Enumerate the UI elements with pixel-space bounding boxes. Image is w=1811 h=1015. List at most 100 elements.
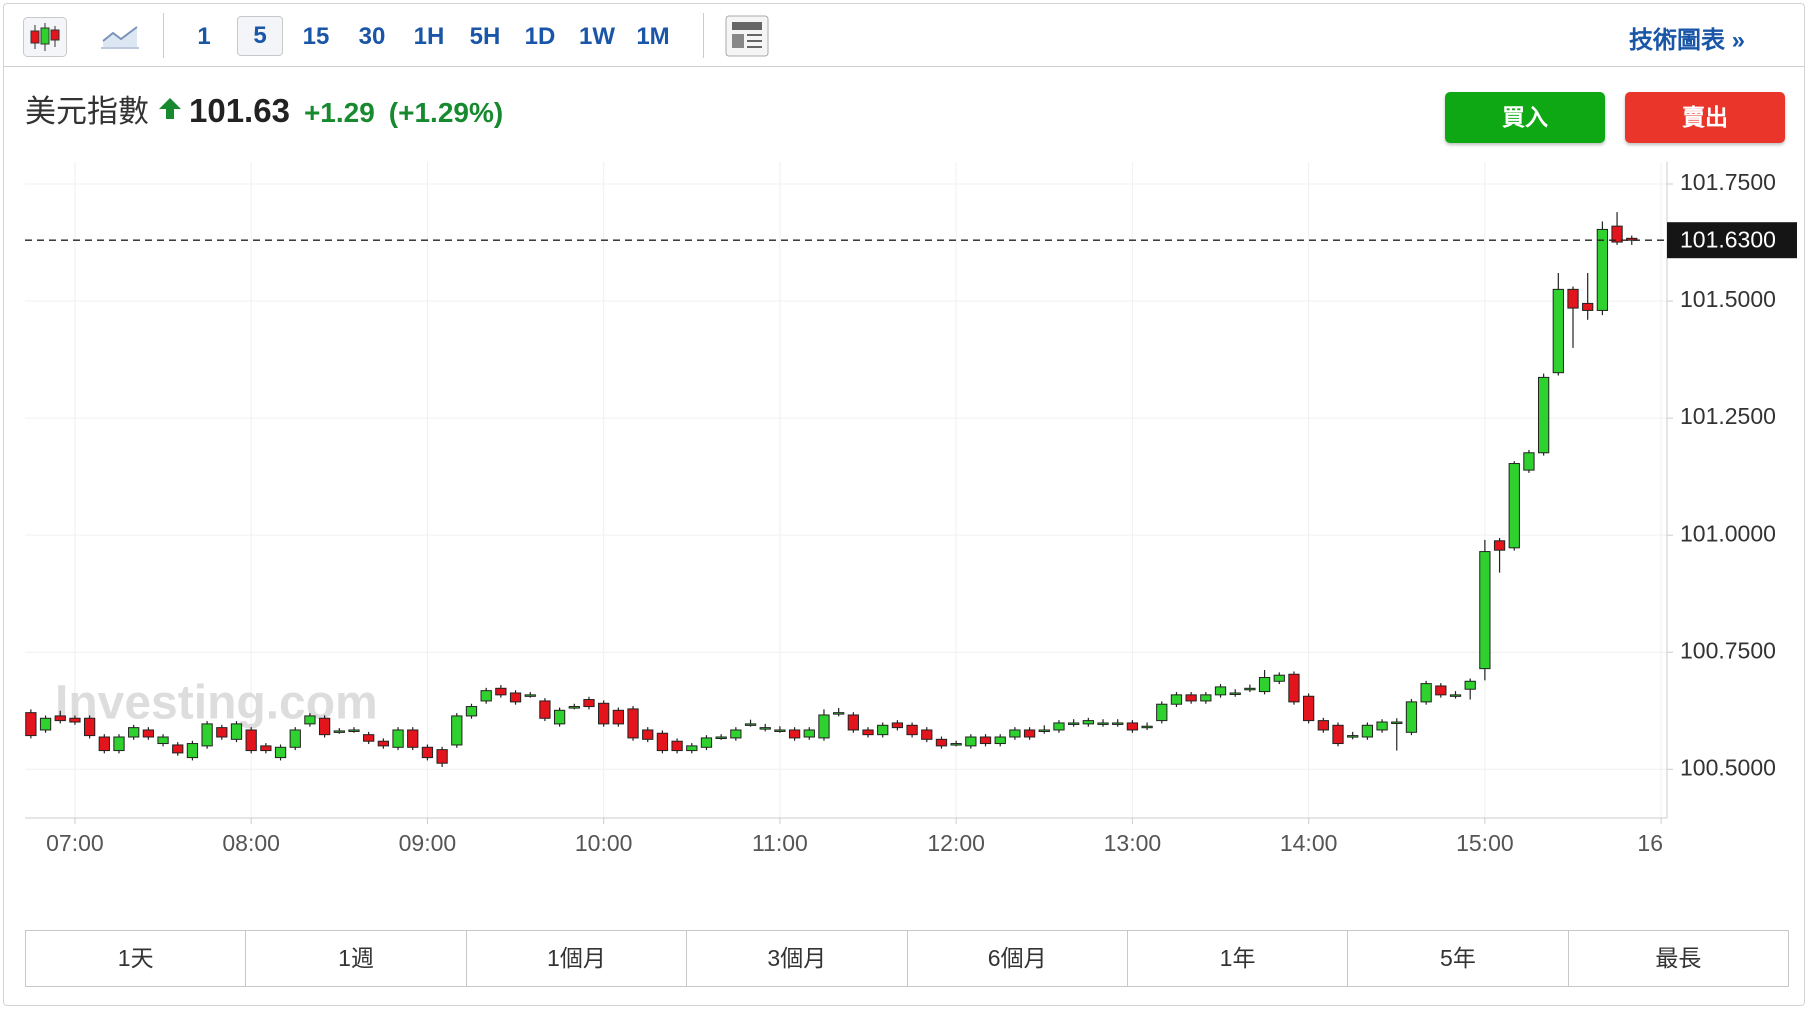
x-tick-label: 09:00 [399,830,457,856]
candle-body [1112,722,1124,725]
range-button[interactable]: 最長 [1567,931,1788,986]
candle-body [157,736,169,745]
interval-button[interactable]: 1M [636,23,670,50]
candle-body [553,709,566,725]
candle-body [730,729,742,739]
up-arrow [159,98,181,119]
candle-body [994,736,1006,745]
candle-body [774,729,786,732]
candle-body [1288,673,1300,703]
last-price: 101.63 [189,92,290,129]
range-button[interactable]: 6個月 [906,931,1127,986]
chart: 07:00 08:00 09:00 10:00 11:00 12:00 13:00 14:00… [25,162,1797,856]
range-button[interactable]: 5年 [1347,931,1567,986]
candle-body [318,717,331,736]
candle-body [304,715,316,725]
candle-body [1332,724,1344,745]
candle-body [1420,683,1432,703]
candle-body [627,708,639,739]
candle-body [686,745,698,752]
candle-body [833,712,845,715]
candle-body [1126,722,1139,731]
instrument-name: 美元指數 [25,94,149,129]
candle-body [803,729,815,738]
candle-body [818,714,830,739]
buy-button[interactable]: 買入 [1445,92,1605,143]
interval-button[interactable]: 5 [237,16,283,56]
candle-body [1405,701,1418,733]
change-percent: (+1.29%) [388,97,504,128]
candle-body [69,717,81,723]
news-icon[interactable] [725,15,769,57]
candle-body [1302,695,1315,722]
range-button[interactable]: 1週 [245,931,465,986]
interval-button[interactable]: 1D [524,23,556,50]
candle-body [451,715,463,746]
candle-body [1347,735,1359,738]
candle-body [568,706,580,709]
candle-body [935,738,948,747]
candle-body [392,729,404,748]
candle-body [98,736,110,752]
change: +1.29 [303,97,375,128]
candle-body [612,709,624,725]
candle-icon[interactable] [23,17,67,57]
range-button[interactable]: 3個月 [686,931,906,986]
candle-body [1229,692,1241,695]
sell-button[interactable]: 賣出 [1625,92,1785,143]
candle-body [1464,680,1476,690]
candle-body [260,745,272,752]
candle-body [1097,722,1109,725]
candle-body [1479,551,1491,670]
candle-body [700,737,713,748]
candle-body [436,749,448,764]
candle-body [1523,452,1535,471]
candle-body [715,736,727,739]
candle-body [583,699,595,708]
candle-body [847,714,859,731]
candle-body [950,743,962,746]
candle-body [788,729,801,739]
candle-body [1068,722,1080,725]
candle-body [1596,228,1609,311]
candle-body [1156,703,1168,722]
candle-body [1508,463,1520,549]
x-tick-label: 14:00 [1280,830,1338,856]
candle-body [230,723,243,740]
candle-body [113,736,125,752]
candle-body [377,740,390,747]
interval-button[interactable]: 1H [413,23,445,50]
candle-body [891,722,904,729]
candle-body [128,727,140,738]
last-price-label: 101.6300 [1680,226,1776,252]
candle-body [598,702,610,725]
candle-body [1009,729,1021,738]
candle-body [1200,694,1212,702]
candle-body [1053,722,1065,731]
technical-chart-link[interactable]: 技術圖表 » [1628,27,1745,54]
candle-body [759,727,771,730]
x-tick-label: 10:00 [575,830,633,856]
line-icon[interactable] [101,21,141,51]
candle-body [1273,674,1285,682]
interval-button[interactable]: 1W [579,23,615,50]
candle-body [274,746,287,759]
interval-button[interactable]: 15 [302,23,330,50]
candle-body [1582,302,1594,311]
interval-button[interactable]: 30 [358,23,386,50]
candle-body [1141,725,1153,729]
candle-body [465,706,478,717]
candle-body [83,717,96,737]
candle-body [39,717,52,731]
interval-button[interactable]: 1 [197,23,211,50]
candle-body [979,736,992,745]
x-tick-label: 08:00 [222,830,280,856]
range-button[interactable]: 1年 [1126,931,1347,986]
candle-body [1170,694,1183,705]
range-button[interactable]: 1天 [117,945,154,971]
candle-body [186,743,199,759]
range-button[interactable]: 1個月 [465,931,686,986]
interval-button[interactable]: 5H [469,23,501,50]
candle-body [495,687,507,696]
candle-body [642,729,654,740]
